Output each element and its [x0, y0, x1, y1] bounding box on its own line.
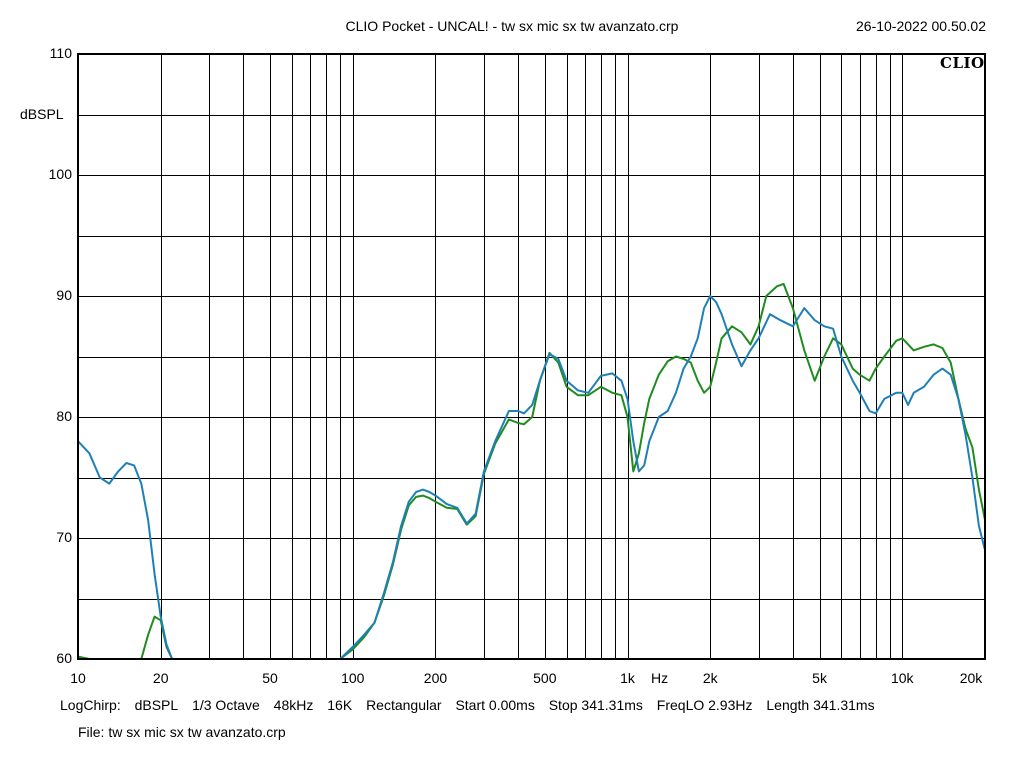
info-stop: Stop 341.31ms	[548, 697, 643, 713]
info-length: Length 341.31ms	[766, 697, 875, 713]
x-tick-label: 1k	[620, 670, 635, 686]
x-tick-label: 500	[533, 670, 557, 686]
info-mode: LogChirp:	[60, 697, 121, 713]
x-tick-label: 5k	[812, 670, 827, 686]
x-tick-label: 10k	[890, 670, 914, 686]
grid	[78, 54, 986, 660]
y-tick-label: 60	[56, 650, 72, 666]
x-tick-label: 20k	[959, 670, 983, 686]
x-tick-label: 10	[70, 670, 86, 686]
info-unit: dBSPL	[134, 697, 179, 713]
traces	[77, 282, 986, 660]
info-start: Start 0.00ms	[455, 697, 535, 713]
info-freqlo: FreqLO 2.93Hz	[656, 697, 753, 713]
x-tick-label: 200	[423, 670, 448, 686]
y-tick-label: 90	[56, 287, 72, 303]
info-window: Rectangular	[366, 697, 442, 713]
clio-logo: CLIO	[940, 54, 985, 72]
x-tick-label: 100	[341, 670, 365, 686]
info-smoothing: 1/3 Octave	[192, 697, 260, 713]
info-rate: 48kHz	[273, 697, 314, 713]
y-tick-label: 70	[56, 529, 72, 545]
measurement-info: LogChirp: dBSPL 1/3 Octave 48kHz 16K Rec…	[60, 697, 885, 713]
x-tick-label: 50	[262, 670, 278, 686]
trace-2	[77, 282, 986, 660]
timestamp: 26-10-2022 00.50.02	[856, 18, 986, 34]
file-line: File: tw sx mic sx tw avanzato.crp	[78, 724, 286, 740]
y-tick-label: 110	[49, 45, 72, 61]
y-axis-label: dBSPL	[20, 106, 64, 122]
chart-title: CLIO Pocket - UNCAL! - tw sx mic sx tw a…	[345, 18, 679, 34]
info-size: 16K	[327, 697, 353, 713]
y-tick-label: 100	[48, 166, 72, 182]
y-tick-label: 80	[56, 408, 72, 424]
x-tick-label: 2k	[702, 670, 718, 686]
plot-frame	[77, 53, 986, 660]
x-axis-label: Hz	[651, 670, 669, 686]
x-tick-label: 20	[152, 670, 169, 686]
trace-1	[77, 295, 986, 660]
